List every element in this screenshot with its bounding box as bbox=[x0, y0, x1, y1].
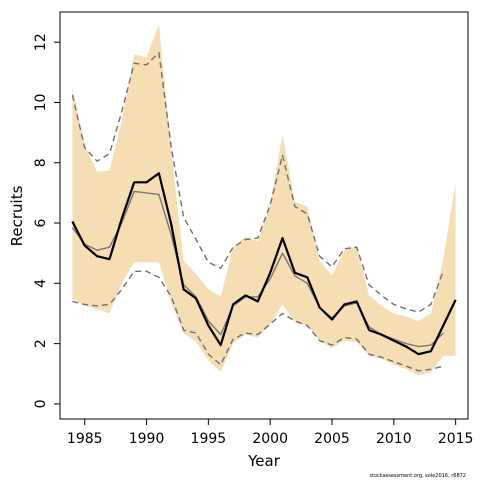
x-tick-label: 2000 bbox=[252, 431, 288, 447]
plot-frame bbox=[59, 11, 469, 420]
x-axis-title: Year bbox=[247, 452, 281, 470]
confidence-band bbox=[72, 24, 456, 376]
y-tick-label: 8 bbox=[33, 158, 49, 167]
x-tick-label: 2010 bbox=[376, 431, 412, 447]
x-tick-label: 2015 bbox=[438, 431, 474, 447]
x-tick-label: 1990 bbox=[129, 431, 165, 447]
y-tick-label: 2 bbox=[33, 339, 49, 348]
series-line-1 bbox=[71, 172, 457, 356]
y-axis: 0 2 4 6 8 10 12 bbox=[33, 33, 60, 408]
plot-area bbox=[71, 24, 457, 376]
credit-text: stockassessment.org, sole2016, r6872 bbox=[369, 473, 466, 479]
y-tick-label: 6 bbox=[33, 218, 49, 227]
y-tick-label: 10 bbox=[33, 94, 49, 112]
x-axis: 1985 1990 1995 2000 2005 2010 2015 bbox=[67, 419, 474, 447]
x-tick-label: 1985 bbox=[67, 431, 103, 447]
y-tick-label: 4 bbox=[33, 279, 49, 288]
x-tick-label: 2005 bbox=[314, 431, 350, 447]
x-tick-label: 1995 bbox=[191, 431, 227, 447]
y-tick-label: 0 bbox=[33, 399, 49, 408]
y-axis-title: Recruits bbox=[8, 185, 26, 246]
series-line-4 bbox=[72, 270, 444, 372]
series-line-3 bbox=[71, 52, 444, 313]
y-tick-label: 12 bbox=[33, 33, 49, 51]
